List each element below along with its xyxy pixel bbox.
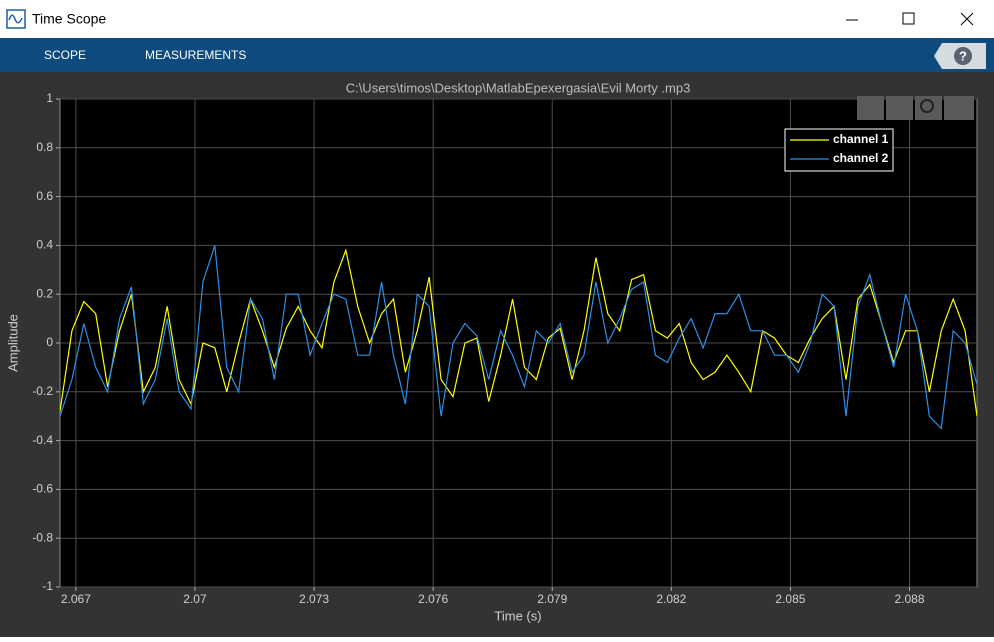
legend-label: channel 2: [833, 151, 889, 165]
zoom-icon: [920, 99, 934, 113]
close-button[interactable]: [960, 12, 974, 26]
window-title: Time Scope: [32, 11, 106, 27]
y-tick-label: -0.6: [32, 482, 53, 496]
y-tick-label: -1: [42, 579, 53, 593]
title-bar: [0, 0, 994, 38]
legend-label: channel 1: [833, 132, 889, 146]
help-icon: ?: [959, 48, 967, 63]
tool-button[interactable]: [886, 96, 913, 120]
tab-measurements[interactable]: MEASUREMENTS: [145, 48, 246, 62]
chart-title: C:\Users\timos\Desktop\MatlabEpexergasia…: [346, 80, 691, 95]
maximize-button[interactable]: [902, 12, 915, 25]
y-tick-label: 0.6: [36, 189, 53, 203]
x-tick-label: 2.085: [775, 592, 805, 606]
x-tick-label: 2.079: [537, 592, 567, 606]
y-tick-label: -0.2: [32, 384, 53, 398]
x-tick-label: 2.073: [299, 592, 329, 606]
series-line: [60, 248, 977, 417]
x-axis-label: Time (s): [494, 608, 541, 623]
x-tick-label: 2.076: [418, 592, 448, 606]
y-axis-label: Amplitude: [5, 314, 20, 372]
app-icon-wave: [8, 14, 23, 24]
x-tick-label: 2.088: [894, 592, 924, 606]
help-button[interactable]: [954, 47, 972, 65]
y-tick-label: 0.8: [36, 140, 53, 154]
plot-tools: [857, 96, 974, 120]
y-tick-label: -0.8: [32, 530, 53, 544]
x-tick-label: 2.07: [183, 592, 207, 606]
app-icon: [6, 9, 26, 29]
tab-scope[interactable]: SCOPE: [44, 48, 86, 62]
x-tick-label: 2.082: [656, 592, 686, 606]
y-tick-label: 0.4: [36, 238, 53, 252]
tool-button[interactable]: [857, 96, 884, 120]
toolstrip: [0, 38, 994, 72]
y-tick-label: 0.2: [36, 286, 53, 300]
y-tick-label: 1: [46, 91, 53, 105]
x-tick-label: 2.067: [61, 592, 91, 606]
tool-button[interactable]: [944, 96, 974, 120]
y-tick-label: -0.4: [32, 433, 53, 447]
y-tick-label: 0: [46, 335, 53, 349]
series-line: [60, 245, 977, 430]
legend-box: [784, 128, 894, 172]
